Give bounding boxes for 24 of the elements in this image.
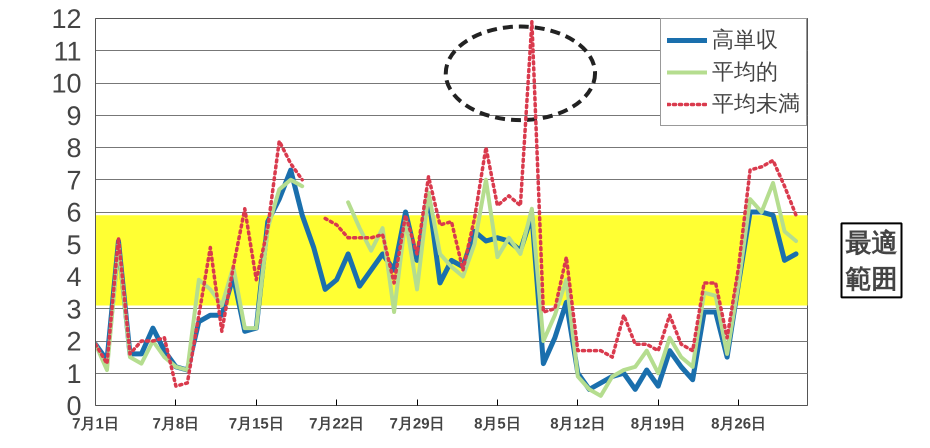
x-tick-label: 8月26日	[711, 416, 766, 432]
y-tick-label: 1	[66, 358, 82, 389]
x-tick-label: 7月8日	[152, 416, 200, 432]
y-tick-label: 3	[66, 294, 82, 324]
y-tick-label: 7	[66, 165, 82, 196]
legend-label: 高単収	[712, 26, 778, 54]
y-tick-label: 2	[66, 326, 82, 356]
y-tick-label: 5	[66, 230, 82, 260]
y-tick-label: 4	[66, 262, 82, 292]
legend-label: 平均未満	[712, 90, 800, 118]
x-tick-label: 7月29日	[390, 416, 445, 432]
y-tick-label: 9	[66, 100, 82, 131]
x-tick-label: 8月19日	[630, 416, 686, 432]
x-tick-label: 7月22日	[309, 416, 364, 432]
x-tick-label: 7月15日	[228, 416, 284, 432]
y-tick-label: 12	[51, 4, 82, 34]
y-tick-label: 11	[53, 36, 82, 66]
y-tick-label: 8	[66, 133, 82, 163]
y-tick-label: 6	[66, 198, 82, 228]
y-tick-label: 10	[51, 68, 82, 98]
band-label: 最適範囲	[844, 227, 898, 294]
x-tick-label: 8月12日	[550, 416, 606, 432]
x-tick-label: 8月5日	[474, 416, 521, 432]
legend-label: 平均的	[712, 58, 778, 86]
